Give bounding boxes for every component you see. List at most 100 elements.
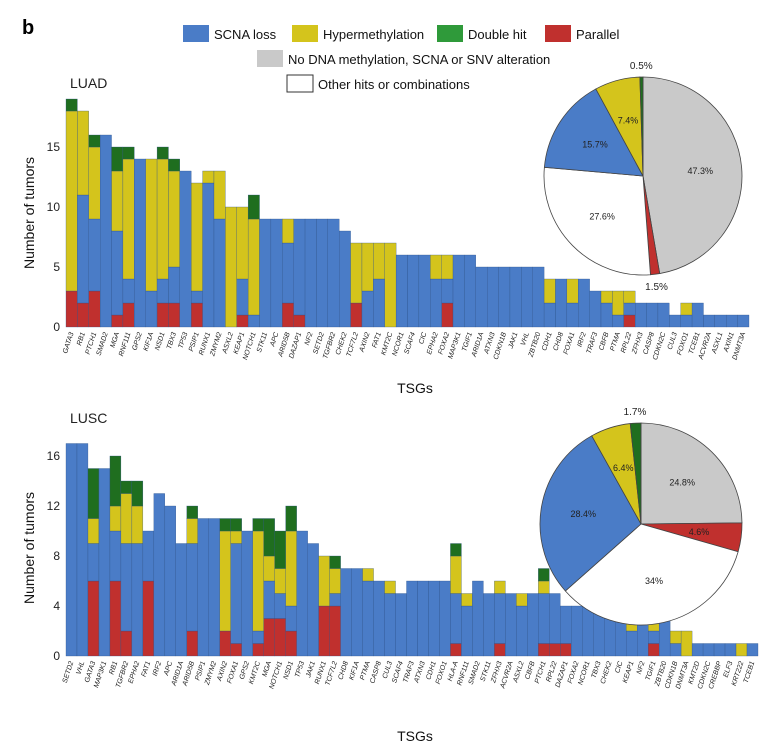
lusc-bar-parallel bbox=[142, 580, 155, 657]
legend-label-hyper: Hypermethylation bbox=[323, 27, 424, 42]
luad-pie-slice-double bbox=[639, 76, 644, 177]
lusc-bar-loss bbox=[351, 568, 363, 657]
lusc-bar-double bbox=[109, 455, 122, 507]
luad-bar-loss bbox=[726, 314, 738, 328]
luad-bar-loss bbox=[566, 302, 579, 328]
lusc-bar-loss bbox=[669, 643, 682, 657]
lusc-bar-parallel bbox=[538, 643, 550, 657]
lusc-bar-hyper bbox=[669, 630, 682, 644]
legend-swatch-hyper bbox=[292, 25, 318, 42]
luad-pie-slice-none bbox=[642, 76, 743, 275]
luad-x-tick-label: GATA3 bbox=[62, 331, 75, 354]
lusc-bar-double bbox=[274, 530, 286, 569]
lusc-bar-double bbox=[87, 468, 100, 519]
lusc-x-tick-label: RB1 bbox=[108, 660, 119, 675]
luad-title: LUAD bbox=[70, 75, 107, 91]
luad-pie-label-loss: 15.7% bbox=[582, 139, 608, 149]
luad-bar-parallel bbox=[236, 314, 249, 328]
lusc-bar-hyper bbox=[329, 568, 341, 594]
lusc-pie-slice-none bbox=[640, 422, 743, 525]
lusc-bar-hyper bbox=[274, 568, 286, 594]
lusc-bar-loss bbox=[76, 443, 89, 657]
lusc-bar-parallel bbox=[252, 643, 264, 657]
luad-bar-parallel bbox=[111, 314, 124, 328]
lusc-bar-double bbox=[450, 543, 462, 557]
lusc-pie-label-double: 1.7% bbox=[624, 407, 647, 418]
luad-bar-loss bbox=[373, 278, 385, 328]
lusc-pie-label-other: 34% bbox=[645, 576, 663, 586]
lusc-pie-label-hyper: 6.4% bbox=[613, 463, 634, 473]
luad-bar-loss bbox=[578, 278, 590, 328]
lusc-x-tick-label: APC bbox=[163, 660, 175, 678]
lusc-bar-parallel bbox=[494, 643, 506, 657]
luad-bar-loss bbox=[145, 290, 158, 328]
luad-bar-hyper bbox=[225, 206, 237, 328]
lusc-bar-loss bbox=[549, 593, 561, 644]
lusc-bar-parallel bbox=[230, 643, 242, 657]
lusc-bar-parallel bbox=[87, 580, 100, 657]
luad-bar-double bbox=[122, 146, 135, 160]
luad-x-tick-label: CUL3 bbox=[667, 331, 679, 350]
lusc-bar-loss bbox=[571, 605, 583, 657]
luad-x-tick-label: RB1 bbox=[76, 331, 87, 346]
lusc-bar-double bbox=[263, 518, 275, 557]
lusc-bar-parallel bbox=[186, 630, 198, 657]
luad-pie-label-double: 0.5% bbox=[630, 61, 653, 72]
lusc-bar-hyper bbox=[87, 518, 100, 544]
lusc-panel: LUSC Number of tumors TSGs 0 4 8 12 16 SETD2… bbox=[21, 407, 759, 744]
legend-label-none: No DNA methylation, SCNA or SNV alterati… bbox=[288, 52, 550, 67]
lusc-bar-loss bbox=[153, 493, 165, 657]
lusc-bar-loss bbox=[691, 643, 704, 657]
lusc-bar-hyper bbox=[230, 530, 242, 544]
lusc-y-tick: 8 bbox=[53, 549, 60, 563]
luad-bar-loss bbox=[339, 230, 351, 328]
lusc-bar-loss bbox=[428, 580, 440, 657]
lusc-bar-loss bbox=[417, 580, 429, 657]
legend-label-double: Double hit bbox=[468, 27, 527, 42]
luad-bar-loss bbox=[646, 302, 659, 328]
luad-bar-loss bbox=[418, 254, 431, 328]
luad-bar-loss bbox=[441, 278, 454, 304]
luad-y-tick: 15 bbox=[47, 140, 61, 154]
lusc-bar-loss bbox=[483, 593, 495, 657]
lusc-pie-label-none: 24.8% bbox=[669, 477, 695, 487]
luad-bar-loss bbox=[430, 278, 442, 328]
lusc-bar-loss bbox=[274, 593, 286, 619]
lusc-bar-loss bbox=[263, 580, 275, 619]
lusc-bar-loss bbox=[175, 543, 187, 657]
lusc-y-tick: 16 bbox=[47, 449, 61, 463]
lusc-bar-loss bbox=[329, 593, 341, 607]
luad-y-tick: 10 bbox=[47, 200, 61, 214]
lusc-bar-loss bbox=[186, 543, 198, 632]
luad-bar-hyper bbox=[122, 158, 135, 280]
luad-bar-loss bbox=[395, 254, 408, 328]
luad-bar-loss bbox=[407, 254, 420, 328]
luad-x-tick-label: VHL bbox=[520, 331, 531, 346]
luad-bar-hyper bbox=[600, 290, 613, 304]
luad-bar-hyper bbox=[236, 206, 249, 280]
luad-x-tick-label: NF2 bbox=[304, 331, 315, 346]
luad-bar-loss bbox=[213, 218, 226, 328]
lusc-bar-loss bbox=[615, 618, 627, 657]
luad-y-tick: 5 bbox=[53, 260, 60, 274]
lusc-bar-loss bbox=[702, 643, 715, 657]
lusc-bar-loss bbox=[307, 543, 319, 657]
luad-bar-loss bbox=[612, 314, 624, 328]
luad-bar-loss bbox=[259, 218, 272, 328]
lusc-y-ticks: 0 4 8 12 16 bbox=[47, 449, 61, 663]
lusc-bar-parallel bbox=[285, 630, 297, 657]
lusc-x-axis-label: TSGs bbox=[397, 728, 433, 744]
luad-x-tick-label: APC bbox=[269, 331, 281, 349]
lusc-bar-loss bbox=[208, 518, 220, 657]
lusc-bar-hyper bbox=[186, 518, 198, 544]
luad-x-tick-label: MGA bbox=[110, 331, 122, 349]
luad-bar-hyper bbox=[65, 110, 78, 292]
legend-label-parallel: Parallel bbox=[576, 27, 619, 42]
luad-bar-double bbox=[65, 98, 78, 112]
luad-bar-loss bbox=[361, 290, 374, 328]
luad-bar-loss bbox=[498, 266, 511, 328]
lusc-bar-loss bbox=[582, 605, 594, 657]
luad-bar-loss bbox=[657, 302, 670, 328]
